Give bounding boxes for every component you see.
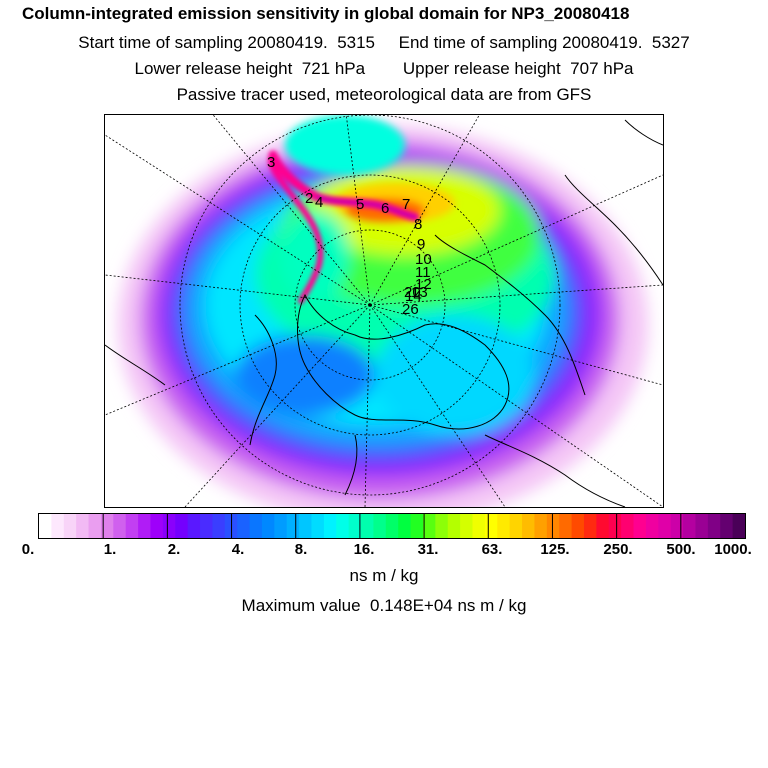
track-label: 6 xyxy=(381,200,389,217)
colorbar-swatch xyxy=(695,514,709,538)
track-label: 2 xyxy=(305,190,313,207)
trajectory-labels: 3 2 4 5 6 7 8 9 10 11 12 13 14 20 26 xyxy=(267,154,432,318)
polar-map: 3 2 4 5 6 7 8 9 10 11 12 13 14 20 26 xyxy=(104,114,664,508)
colorbar-swatch xyxy=(633,514,647,538)
colorbar-tick: 1. xyxy=(103,541,117,558)
colorbar-tick: 2. xyxy=(167,541,181,558)
colorbar-swatch xyxy=(447,514,461,538)
colorbar-tick: 16. xyxy=(353,541,375,558)
colorbar-tick: 0. xyxy=(21,541,35,558)
colorbar-swatch xyxy=(720,514,734,538)
colorbar-swatch xyxy=(435,514,449,538)
colorbar-tick: 250. xyxy=(603,541,633,558)
colorbar-swatch xyxy=(509,514,523,538)
track-label: 13 xyxy=(411,284,428,301)
track-label: 12 xyxy=(415,276,432,293)
colorbar-swatch xyxy=(460,514,474,538)
colorbar-swatch xyxy=(286,514,300,538)
sensitivity-field: 3 2 4 5 6 7 8 9 10 11 12 13 14 20 26 xyxy=(105,115,663,507)
track-label: 11 xyxy=(415,264,431,281)
track-label: 7 xyxy=(402,196,410,213)
colorbar-units: ns m / kg xyxy=(349,566,419,585)
track-label: 26 xyxy=(402,301,419,318)
sampling-time-line: Start time of sampling 20080419. 5315 En… xyxy=(78,33,690,52)
colorbar-swatch xyxy=(484,514,498,538)
colorbar-swatch xyxy=(348,514,362,538)
colorbar-swatch xyxy=(398,514,412,538)
track-label: 8 xyxy=(414,216,422,233)
colorbar-swatch xyxy=(125,514,139,538)
colorbar-swatches xyxy=(39,514,745,538)
colorbar-swatch xyxy=(422,514,436,538)
colorbar-swatch xyxy=(732,514,745,538)
colorbar-swatch xyxy=(583,514,597,538)
colorbar-swatch xyxy=(261,514,275,538)
colorbar-swatch xyxy=(385,514,399,538)
track-label: 9 xyxy=(417,236,425,253)
colorbar-swatch xyxy=(621,514,635,538)
colorbar-swatch xyxy=(138,514,152,538)
colorbar-swatch xyxy=(249,514,263,538)
colorbar-swatch xyxy=(707,514,721,538)
colorbar-swatch xyxy=(323,514,337,538)
graticule xyxy=(105,115,663,507)
colorbar-swatch xyxy=(546,514,560,538)
colorbar-swatch xyxy=(373,514,387,538)
colorbar-swatch xyxy=(150,514,164,538)
track-label: 14 xyxy=(405,288,422,305)
track-label: 4 xyxy=(315,194,323,211)
colorbar-swatch xyxy=(187,514,201,538)
colorbar-swatch xyxy=(175,514,189,538)
track-label: 10 xyxy=(415,251,432,268)
colorbar-swatch xyxy=(63,514,77,538)
colorbar-swatch xyxy=(51,514,65,538)
colorbar-tick: 125. xyxy=(540,541,570,558)
colorbar-swatch xyxy=(311,514,325,538)
colorbar-swatch xyxy=(113,514,127,538)
coastlines xyxy=(105,119,663,507)
track-label: 3 xyxy=(267,154,275,171)
maximum-value-line: Maximum value 0.148E+04 ns m / kg xyxy=(241,596,527,615)
colorbar-swatch xyxy=(670,514,684,538)
release-height-line: Lower release height 721 hPa Upper relea… xyxy=(134,59,634,78)
colorbar-swatch xyxy=(497,514,511,538)
colorbar-tick: 500. xyxy=(666,541,696,558)
colorbar-swatch xyxy=(237,514,251,538)
colorbar-swatch xyxy=(559,514,573,538)
colorbar-tick: 63. xyxy=(481,541,503,558)
colorbar-swatch xyxy=(76,514,90,538)
colorbar-tick: 8. xyxy=(294,541,308,558)
colorbar-swatch xyxy=(100,514,114,538)
track-label: 5 xyxy=(356,196,364,213)
colorbar-swatch xyxy=(212,514,226,538)
colorbar-swatch xyxy=(410,514,424,538)
track-label: 20 xyxy=(404,284,421,301)
colorbar-swatch xyxy=(472,514,486,538)
plot-title: Column-integrated emission sensitivity i… xyxy=(22,4,630,23)
colorbar xyxy=(38,513,746,539)
colorbar-swatch xyxy=(608,514,622,538)
colorbar-tick: 1000. xyxy=(714,541,752,558)
colorbar-swatch xyxy=(299,514,313,538)
colorbar-swatch xyxy=(683,514,697,538)
colorbar-swatch xyxy=(534,514,548,538)
colorbar-swatch xyxy=(522,514,536,538)
colorbar-swatch xyxy=(336,514,350,538)
colorbar-swatch xyxy=(361,514,375,538)
colorbar-swatch xyxy=(39,514,52,538)
colorbar-swatch xyxy=(200,514,214,538)
colorbar-swatch xyxy=(658,514,672,538)
colorbar-swatch xyxy=(596,514,610,538)
colorbar-swatch xyxy=(162,514,176,538)
colorbar-swatch xyxy=(88,514,102,538)
colorbar-tick: 4. xyxy=(231,541,245,558)
colorbar-swatch xyxy=(274,514,288,538)
colorbar-tick: 31. xyxy=(417,541,439,558)
colorbar-swatch xyxy=(571,514,585,538)
tracer-info-line: Passive tracer used, meteorological data… xyxy=(176,85,592,104)
colorbar-swatch xyxy=(645,514,659,538)
